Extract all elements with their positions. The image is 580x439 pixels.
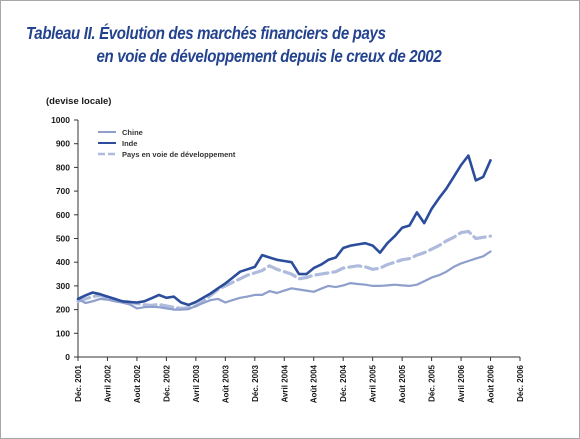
y-tick-label: 400 — [56, 257, 70, 267]
x-tick-label: Août 2002 — [133, 364, 142, 403]
y-tick-label: 700 — [56, 186, 70, 196]
x-tick-label: Août 2005 — [398, 364, 407, 403]
chart-title: Tableau II. Évolution des marchés financ… — [26, 22, 442, 68]
y-tick-label: 900 — [56, 139, 70, 149]
legend-label: Inde — [122, 139, 137, 148]
y-tick-label: 1000 — [51, 115, 70, 125]
y-tick-label: 300 — [56, 281, 70, 291]
x-tick-label: Avril 2006 — [457, 364, 466, 402]
series-line-chine — [76, 250, 492, 311]
y-axis-unit-label: (devise locale) — [46, 96, 112, 107]
x-tick-label: Déc. 2001 — [74, 364, 83, 401]
legend-label: Pays en voie de développement — [122, 150, 236, 159]
legend-label: Chine — [122, 128, 143, 137]
x-tick-label: Déc. 2003 — [251, 364, 260, 401]
x-tick-label: Déc. 2002 — [162, 364, 171, 401]
series-line-inde — [76, 154, 492, 307]
x-tick-label: Avril 2002 — [103, 364, 112, 402]
x-tick-label: Déc. 2004 — [339, 364, 348, 401]
y-tick-label: 200 — [56, 305, 70, 315]
x-tick-label: Avril 2005 — [369, 364, 378, 402]
x-tick-label: Avril 2003 — [192, 364, 201, 402]
y-tick-label: 0 — [65, 352, 70, 362]
title-line-1: Tableau II. Évolution des marchés financ… — [26, 23, 386, 43]
title-line-2: en voie de développement depuis le creux… — [96, 46, 442, 66]
y-tick-label: 100 — [56, 328, 70, 338]
y-tick-label: 600 — [56, 210, 70, 220]
x-tick-label: Août 2003 — [221, 364, 230, 403]
y-tick-label: 800 — [56, 162, 70, 172]
x-tick-label: Déc. 2006 — [516, 364, 525, 401]
x-tick-label: Août 2006 — [487, 364, 496, 403]
x-tick-label: Avril 2004 — [280, 364, 289, 402]
series-line-pays-en-developpement — [76, 229, 493, 310]
y-tick-label: 500 — [56, 234, 70, 244]
x-tick-label: Août 2004 — [310, 364, 319, 403]
x-tick-label: Déc. 2005 — [428, 364, 437, 401]
